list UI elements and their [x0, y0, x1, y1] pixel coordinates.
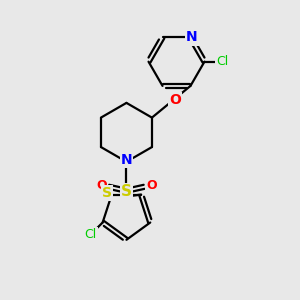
Text: S: S: [102, 186, 112, 200]
Text: O: O: [96, 179, 107, 192]
Text: N: N: [121, 153, 132, 167]
Text: S: S: [121, 184, 132, 199]
Text: N: N: [186, 30, 198, 44]
Text: O: O: [146, 179, 157, 192]
Text: O: O: [169, 93, 181, 107]
Text: Cl: Cl: [216, 55, 228, 68]
Text: Cl: Cl: [85, 228, 97, 241]
